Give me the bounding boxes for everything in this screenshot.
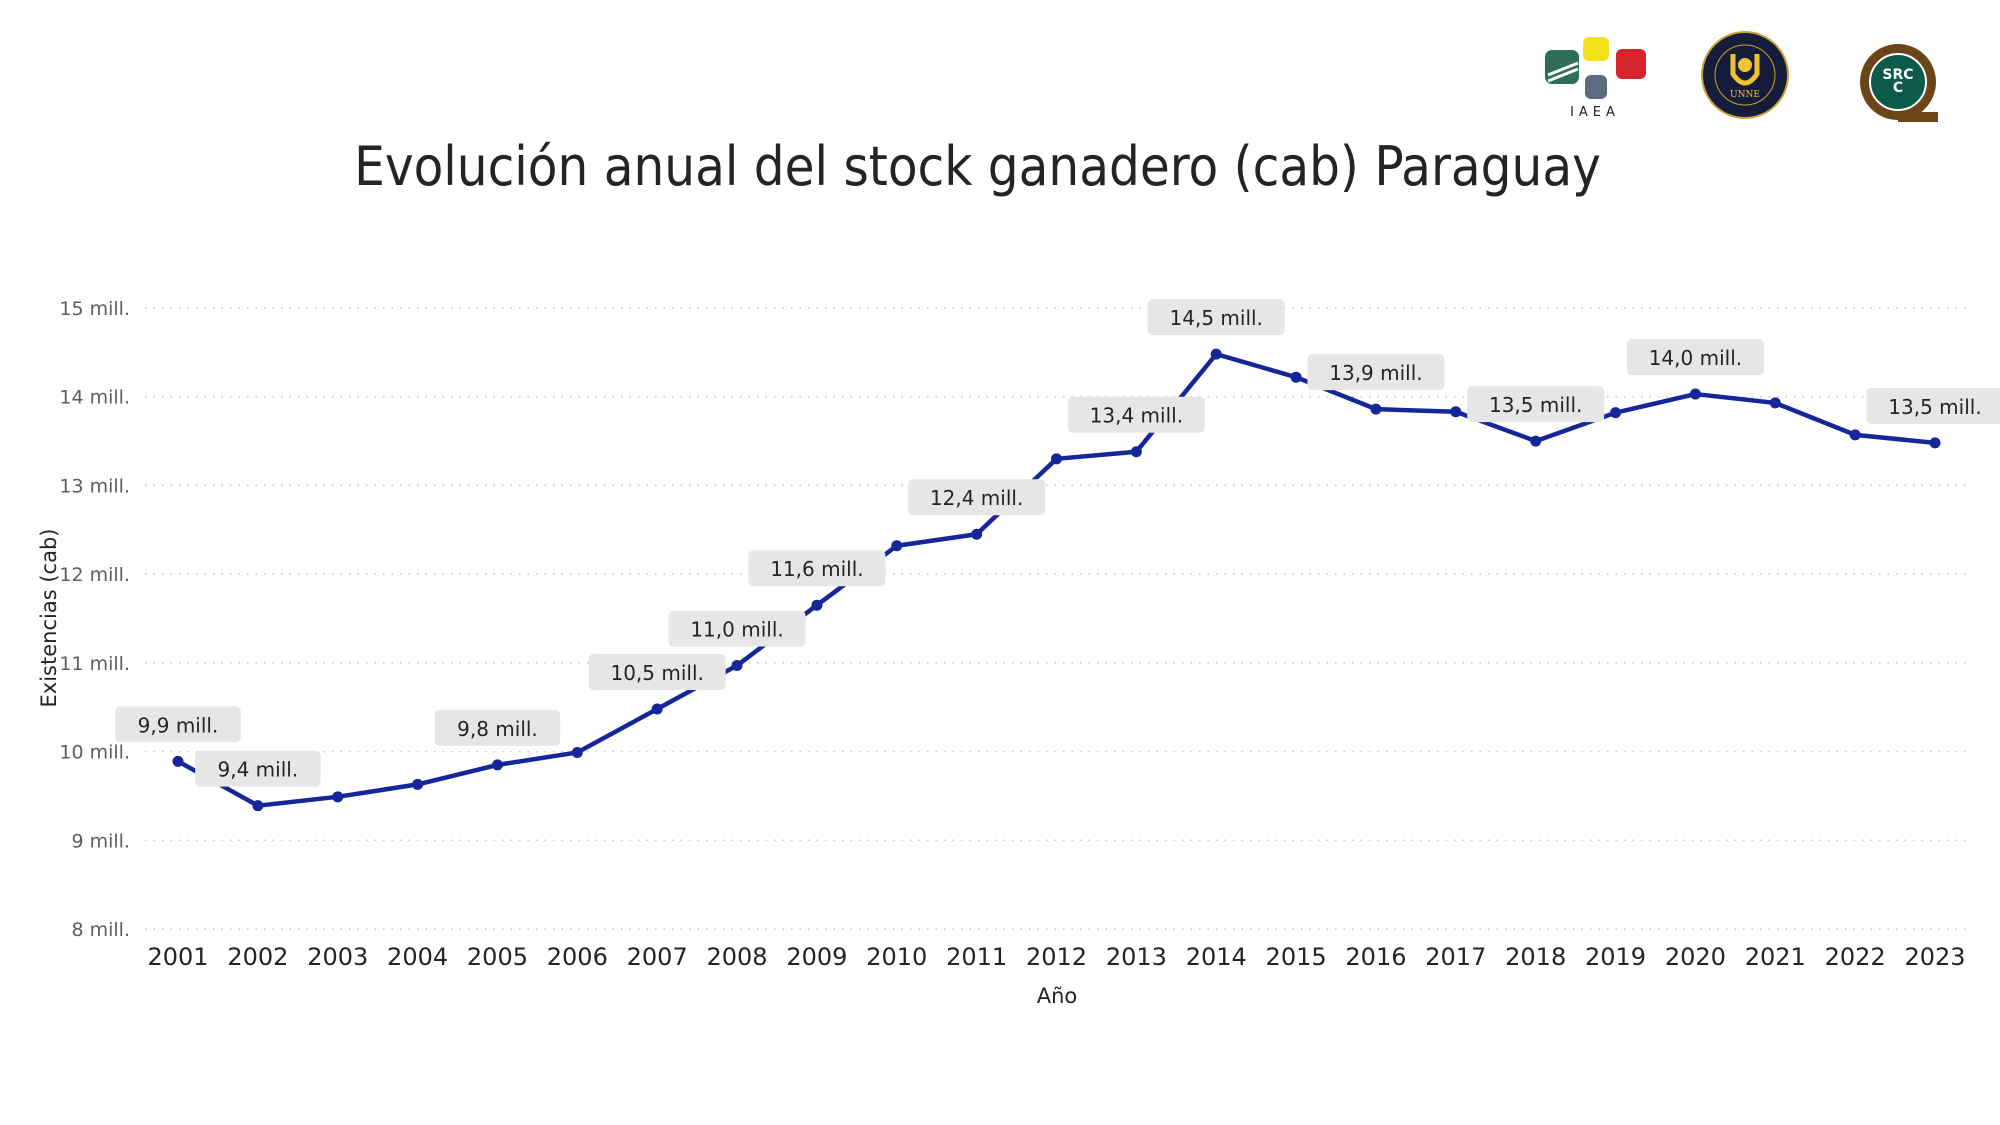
data-point <box>1610 407 1622 419</box>
data-label-bg <box>1467 386 1605 423</box>
x-tick-label: 2021 <box>1745 943 1806 971</box>
x-tick-label: 2019 <box>1585 943 1646 971</box>
data-label-bg <box>908 479 1046 516</box>
data-point <box>1450 406 1462 418</box>
data-point <box>1929 437 1941 449</box>
data-point <box>1370 403 1382 415</box>
data-label-bg <box>588 653 726 690</box>
unne-logo: UNNE <box>1700 30 1790 120</box>
x-tick-label: 2022 <box>1825 943 1886 971</box>
data-label: 14,0 mill. <box>1649 346 1742 370</box>
x-tick-label: 2004 <box>387 943 448 971</box>
data-point <box>1530 435 1542 447</box>
data-label-bg <box>748 550 886 587</box>
y-tick-label: 14 mill. <box>59 387 130 409</box>
data-point <box>891 540 903 552</box>
data-label: 11,6 mill. <box>770 557 863 581</box>
data-point <box>1689 388 1701 400</box>
x-axis-title: Año <box>1037 984 1078 1008</box>
x-tick-label: 2011 <box>946 943 1007 971</box>
x-tick-label: 2009 <box>786 943 847 971</box>
x-tick-label: 2014 <box>1186 943 1247 971</box>
y-tick-label: 10 mill. <box>59 742 130 764</box>
x-tick-label: 2003 <box>307 943 368 971</box>
data-label-bg <box>115 706 241 743</box>
data-point <box>1290 371 1302 383</box>
data-label: 13,5 mill. <box>1489 393 1582 417</box>
x-tick-label: 2015 <box>1266 943 1327 971</box>
x-tick-label: 2005 <box>467 943 528 971</box>
data-label: 13,4 mill. <box>1090 404 1183 428</box>
chart-title: Evolución anual del stock ganadero (cab)… <box>354 135 1601 198</box>
data-label-bg <box>1866 387 2000 424</box>
iaea-logo-text: IAEA <box>1570 105 1620 120</box>
x-tick-label: 2012 <box>1026 943 1087 971</box>
data-label: 11,0 mill. <box>690 618 783 642</box>
unne-logo-text: UNNE <box>1730 90 1760 100</box>
y-tick-label: 15 mill. <box>59 298 130 320</box>
data-point <box>172 755 184 767</box>
x-tick-label: 2018 <box>1505 943 1566 971</box>
data-point <box>1051 453 1062 465</box>
data-label: 9,8 mill. <box>457 717 538 741</box>
data-label: 12,4 mill. <box>930 486 1023 510</box>
data-label-bg <box>668 610 806 647</box>
data-label: 9,9 mill. <box>138 713 219 737</box>
data-label-bg <box>195 750 321 787</box>
x-tick-label: 2006 <box>547 943 608 971</box>
data-point <box>1130 446 1142 458</box>
x-tick-label: 2002 <box>227 943 288 971</box>
x-tick-label: 2020 <box>1665 943 1726 971</box>
y-tick-label: 8 mill. <box>71 919 130 941</box>
data-label: 10,5 mill. <box>610 661 703 685</box>
data-label-bg <box>434 709 561 746</box>
data-point <box>1849 429 1861 441</box>
x-tick-label: 2007 <box>627 943 688 971</box>
data-label: 13,5 mill. <box>1888 395 1981 419</box>
data-point <box>252 800 264 812</box>
y-tick-label: 11 mill. <box>59 653 130 675</box>
y-tick-label: 12 mill. <box>59 564 130 586</box>
y-tick-label: 13 mill. <box>59 475 130 497</box>
data-label-bg <box>1067 396 1205 433</box>
data-point <box>811 599 823 611</box>
data-point <box>571 746 583 758</box>
srcc-logo-text: SRCC <box>1882 67 1914 96</box>
x-tick-label: 2023 <box>1904 943 1965 971</box>
data-label-bg <box>1147 299 1285 336</box>
data-point <box>651 703 663 715</box>
data-point <box>1210 348 1222 360</box>
x-tick-label: 2010 <box>866 943 927 971</box>
x-tick-label: 2016 <box>1345 943 1406 971</box>
x-tick-label: 2008 <box>707 943 768 971</box>
data-point <box>731 660 743 672</box>
data-label-bg <box>1626 339 1764 376</box>
data-point <box>412 778 424 790</box>
data-point <box>491 759 503 771</box>
iaea-logo: IAEA <box>1540 35 1650 125</box>
y-tick-label: 9 mill. <box>71 830 130 852</box>
data-label: 13,9 mill. <box>1329 361 1422 385</box>
data-label: 9,4 mill. <box>218 758 299 782</box>
data-point <box>332 791 344 803</box>
x-tick-label: 2013 <box>1106 943 1167 971</box>
y-axis-title: Existencias (cab) <box>37 529 61 708</box>
x-tick-label: 2017 <box>1425 943 1486 971</box>
data-label-bg <box>1307 354 1445 391</box>
srcc-logo: SRCC <box>1858 42 1940 124</box>
data-point <box>971 528 983 540</box>
data-label: 14,5 mill. <box>1170 306 1263 330</box>
data-point <box>1769 397 1781 409</box>
x-tick-label: 2001 <box>147 943 208 971</box>
